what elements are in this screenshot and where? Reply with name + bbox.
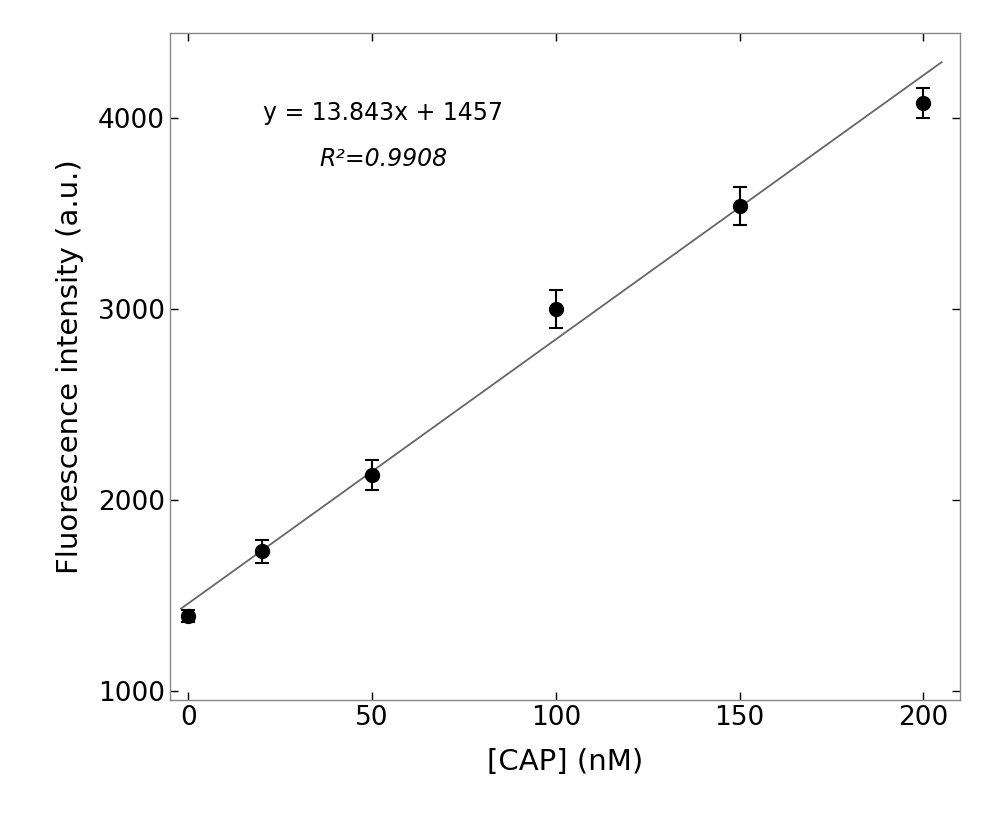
X-axis label: [CAP] (nM): [CAP] (nM) <box>487 747 643 776</box>
Y-axis label: Fluorescence intensity (a.u.): Fluorescence intensity (a.u.) <box>56 159 84 574</box>
Text: R²=0.9908: R²=0.9908 <box>319 147 447 172</box>
Text: y = 13.843x + 1457: y = 13.843x + 1457 <box>263 101 503 125</box>
